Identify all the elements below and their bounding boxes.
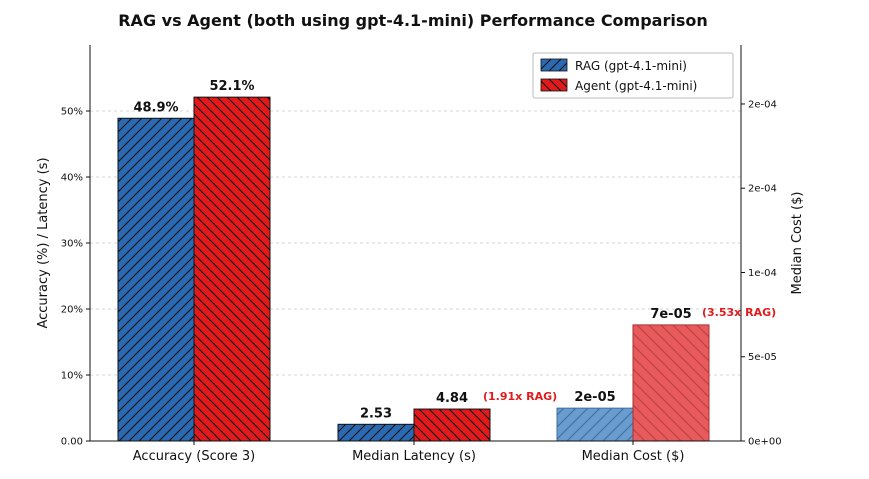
bar-value-label: 7e-05 bbox=[650, 307, 691, 322]
ratio-annotation: (1.91x RAG) bbox=[483, 390, 557, 403]
right-tick-label: 1e-04 bbox=[748, 268, 777, 279]
bar-value-label: 2.53 bbox=[360, 406, 392, 421]
bar-value-label: 2e-05 bbox=[574, 390, 615, 405]
x-tick-label: Accuracy (Score 3) bbox=[133, 449, 255, 464]
ratio-annotation: (3.53x RAG) bbox=[702, 306, 776, 319]
legend-label-rag: RAG (gpt-4.1-mini) bbox=[575, 59, 687, 73]
rag-bar bbox=[556, 407, 634, 442]
left-tick-label: 0.00 bbox=[61, 437, 83, 448]
bar-value-label: 52.1% bbox=[209, 79, 254, 94]
legend-swatch-rag bbox=[540, 58, 568, 72]
right-tick-label: 0e+00 bbox=[748, 437, 782, 448]
legend-label-agent: Agent (gpt-4.1-mini) bbox=[575, 79, 697, 93]
legend: RAG (gpt-4.1-mini) Agent (gpt-4.1-mini) bbox=[532, 52, 734, 99]
rag-bar bbox=[117, 117, 195, 442]
y-axis-label-right: Median Cost ($) bbox=[790, 192, 805, 295]
x-tick-label: Median Latency (s) bbox=[352, 449, 476, 464]
x-tick-label: Median Cost ($) bbox=[582, 449, 685, 464]
legend-box bbox=[532, 52, 734, 99]
left-tick-label: 20% bbox=[61, 305, 83, 316]
bar-value-label: 48.9% bbox=[133, 100, 178, 115]
bar-value-label: 4.84 bbox=[436, 391, 468, 406]
left-tick-label: 30% bbox=[61, 239, 83, 250]
left-tick-label: 50% bbox=[61, 107, 83, 118]
agent-bar bbox=[193, 96, 271, 442]
right-tick-label: 2e-04 bbox=[748, 184, 777, 195]
agent-bar bbox=[413, 408, 491, 442]
rag-bar bbox=[337, 423, 415, 442]
ticks: 0.00 10% 20% 30% 40% 50% 0e+00 5e-05 1e-04 2e-04 2… bbox=[61, 99, 782, 464]
legend-swatch-agent bbox=[540, 78, 568, 92]
chart-title: RAG vs Agent (both using gpt-4.1-mini) P… bbox=[118, 11, 708, 30]
left-tick-label: 40% bbox=[61, 173, 83, 184]
right-tick-label: 2e-04 bbox=[748, 99, 777, 110]
left-tick-label: 10% bbox=[61, 371, 83, 382]
y-axis-label-left: Accuracy (%) / Latency (s) bbox=[36, 157, 51, 328]
agent-bar bbox=[632, 324, 710, 442]
bars bbox=[117, 96, 710, 442]
right-tick-label: 5e-05 bbox=[748, 352, 777, 363]
value-labels: 48.9% 2.53 2e-05 52.1% 4.84 7e-05 (1.91x RAG) (… bbox=[133, 79, 776, 421]
